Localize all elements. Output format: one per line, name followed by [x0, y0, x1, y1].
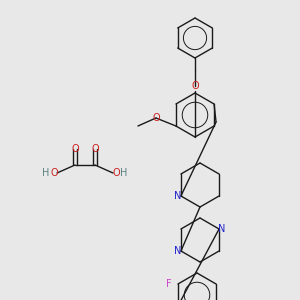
- Text: H: H: [120, 168, 128, 178]
- Text: N: N: [174, 246, 182, 256]
- Text: O: O: [152, 113, 160, 123]
- Text: N: N: [218, 224, 226, 234]
- Text: F: F: [166, 279, 172, 289]
- Text: O: O: [191, 81, 199, 91]
- Text: H: H: [42, 168, 50, 178]
- Text: O: O: [112, 168, 120, 178]
- Text: N: N: [174, 191, 182, 201]
- Text: O: O: [71, 144, 79, 154]
- Text: O: O: [91, 144, 99, 154]
- Text: O: O: [50, 168, 58, 178]
